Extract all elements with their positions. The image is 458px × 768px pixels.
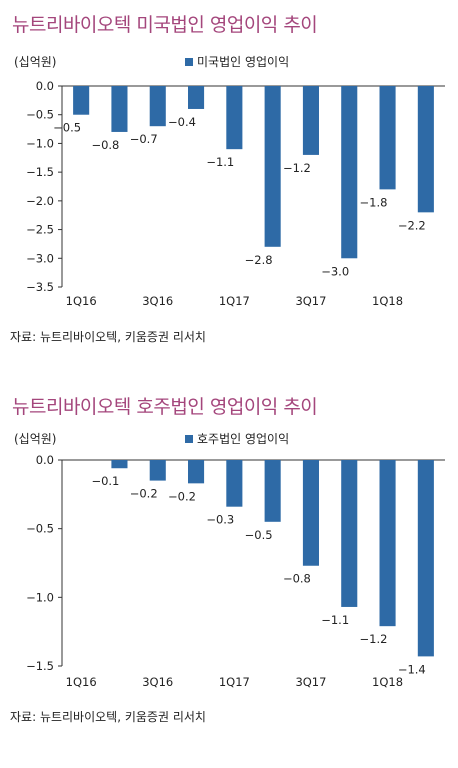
data-label: −0.1: [91, 474, 119, 488]
data-label: −1.4: [398, 662, 426, 676]
legend: 미국법인 영업이익: [185, 53, 289, 70]
legend-label: 호주법인 영업이익: [197, 432, 290, 446]
bar: [149, 86, 166, 127]
y-tick-label: 0.0: [36, 79, 54, 93]
y-tick-label: 0.0: [36, 453, 54, 467]
x-tick-label: 1Q18: [372, 294, 403, 308]
unit-label: (십억원): [14, 432, 57, 446]
bar: [379, 460, 396, 627]
x-tick-label: 1Q16: [66, 675, 97, 689]
x-tick-label: 3Q16: [142, 675, 173, 689]
unit-label: (십억원): [14, 55, 57, 69]
data-label: −2.8: [245, 253, 273, 267]
data-label: −0.4: [168, 115, 196, 129]
bar: [341, 86, 358, 259]
x-tick-label: 3Q17: [295, 294, 326, 308]
data-label: −1.2: [360, 632, 388, 646]
bar: [302, 86, 319, 155]
y-tick-label: −3.0: [26, 251, 54, 265]
bar: [379, 86, 396, 190]
y-tick-label: −0.5: [26, 522, 54, 536]
bar: [188, 460, 205, 484]
bar-chart-au: 0.0 −0.5 −1.0 −1.5 −0.1 −0.2 −0.2 −0.3 −0.5 −0.8 −…: [26, 453, 445, 689]
bar: [111, 460, 128, 469]
data-label: −1.8: [360, 195, 388, 209]
data-label: −3.0: [321, 264, 349, 278]
x-tick-label: 1Q17: [219, 294, 250, 308]
y-tick-label: −0.5: [26, 108, 54, 122]
chart-panel-au: 뉴트리바이오텍 호주법인 영업이익 추이 (십억원) 호주법인 영업이익 0.0…: [0, 384, 458, 768]
y-tick-label: −2.5: [26, 223, 54, 237]
data-label: −1.2: [283, 161, 311, 175]
data-label: −0.2: [168, 489, 196, 503]
data-label: −0.7: [130, 132, 158, 146]
x-tick-label: 1Q17: [219, 675, 250, 689]
legend-label: 미국법인 영업이익: [197, 55, 290, 69]
data-label: −0.8: [91, 138, 119, 152]
bar: [302, 460, 319, 566]
legend-swatch: [185, 57, 193, 66]
source-note: 자료: 뉴트리바이오텍, 키움증권 리서치: [10, 330, 206, 344]
data-label: −1.1: [321, 613, 349, 627]
y-tick-label: −1.5: [26, 659, 54, 673]
bar-chart-us: 0.0−0.5−1.0−1.5−2.0−2.5−3.0−3.5−0.5−0.8−…: [26, 79, 445, 308]
legend: 호주법인 영업이익: [185, 430, 289, 447]
bar: [264, 86, 281, 247]
data-label: −2.2: [398, 218, 426, 232]
data-label: −0.8: [283, 572, 311, 586]
x-tick-label: 3Q17: [295, 675, 326, 689]
y-tick-label: −1.5: [26, 165, 54, 179]
bar: [417, 86, 434, 213]
bar: [226, 86, 243, 150]
bar: [111, 86, 128, 132]
bar: [341, 460, 358, 607]
legend-swatch: [185, 434, 193, 443]
y-tick-label: −1.0: [26, 590, 54, 604]
bar: [73, 86, 90, 115]
bar: [149, 460, 166, 481]
y-tick-label: −2.0: [26, 194, 54, 208]
bar: [188, 86, 205, 109]
source-note: 자료: 뉴트리바이오텍, 키움증권 리서치: [10, 710, 206, 724]
data-label: −0.5: [245, 528, 273, 542]
data-label: −0.5: [53, 121, 81, 135]
x-tick-label: 1Q18: [372, 675, 403, 689]
bar: [417, 460, 434, 657]
y-tick-label: −3.5: [26, 280, 54, 294]
data-label: −1.1: [206, 155, 234, 169]
chart-title: 뉴트리바이오텍 미국법인 영업이익 추이: [12, 14, 318, 36]
data-label: −0.2: [130, 487, 158, 501]
x-tick-label: 3Q16: [142, 294, 173, 308]
bar: [264, 460, 281, 522]
chart-panel-us: 뉴트리바이오텍 미국법인 영업이익 추이 (십억원) 미국법인 영업이익 0.0…: [10, 14, 445, 344]
chart-title: 뉴트리바이오텍 호주법인 영업이익 추이: [12, 396, 318, 418]
x-tick-label: 1Q16: [66, 294, 97, 308]
bar: [226, 460, 243, 507]
y-tick-label: −1.0: [26, 136, 54, 150]
data-label: −0.3: [206, 513, 234, 527]
